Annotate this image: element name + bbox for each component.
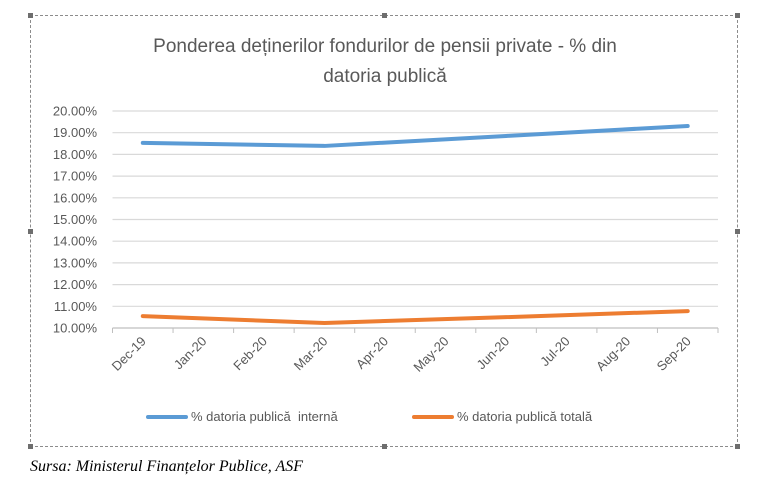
- x-tick-label: Jan-20: [171, 334, 210, 373]
- x-tick-label: May-20: [410, 334, 451, 375]
- y-tick-label: 14.00%: [53, 234, 98, 249]
- source-note: Sursa: Ministerul Finanțelor Publice, AS…: [30, 458, 304, 475]
- y-tick-label: 16.00%: [53, 190, 98, 205]
- legend-label: % datoria publică internă: [191, 409, 338, 424]
- resize-handle[interactable]: [735, 13, 740, 18]
- resize-handle[interactable]: [735, 229, 740, 234]
- resize-handle[interactable]: [735, 444, 740, 449]
- y-tick-label: 12.00%: [53, 277, 98, 292]
- resize-handle[interactable]: [28, 444, 33, 449]
- y-tick-label: 10.00%: [53, 321, 98, 336]
- y-tick-label: 11.00%: [54, 299, 98, 314]
- x-tick-label: Jul-20: [537, 334, 573, 370]
- series-line-1: [140, 309, 690, 326]
- x-tick-label: Dec-19: [109, 334, 149, 374]
- chart-title-line2: datoria publică: [323, 66, 447, 87]
- legend-swatch-blue: [146, 414, 188, 419]
- chart-frame[interactable]: [28, 13, 740, 449]
- chart-title: Ponderea deținerilor fondurilor de pensi…: [60, 32, 710, 92]
- legend-item-totala: % datoria publică totală: [412, 409, 592, 424]
- y-tick-label: 19.00%: [53, 125, 98, 140]
- y-tick-label: 15.00%: [53, 212, 98, 227]
- x-tick-label: Apr-20: [353, 334, 391, 372]
- legend-item-interna: % datoria publică internă: [146, 409, 338, 424]
- y-tick-label: 20.00%: [53, 104, 98, 119]
- y-tick-label: 18.00%: [53, 147, 98, 162]
- y-tick-label: 13.00%: [53, 255, 98, 270]
- chart-title-line1: Ponderea deținerilor fondurilor de pensi…: [153, 36, 617, 57]
- resize-handle[interactable]: [382, 444, 387, 449]
- x-tick-label: Feb-20: [230, 334, 270, 374]
- x-tick-label: Aug-20: [593, 334, 633, 374]
- series-line-0: [140, 123, 690, 148]
- resize-handle[interactable]: [382, 13, 387, 18]
- x-tick-label: Jun-20: [473, 334, 512, 373]
- resize-handle[interactable]: [28, 229, 33, 234]
- y-tick-label: 17.00%: [53, 169, 98, 184]
- x-tick-label: Mar-20: [291, 334, 331, 374]
- resize-handle[interactable]: [28, 13, 33, 18]
- legend-label: % datoria publică totală: [457, 409, 593, 424]
- legend-swatch-orange: [412, 414, 454, 419]
- x-tick-label: Sep-20: [654, 334, 694, 374]
